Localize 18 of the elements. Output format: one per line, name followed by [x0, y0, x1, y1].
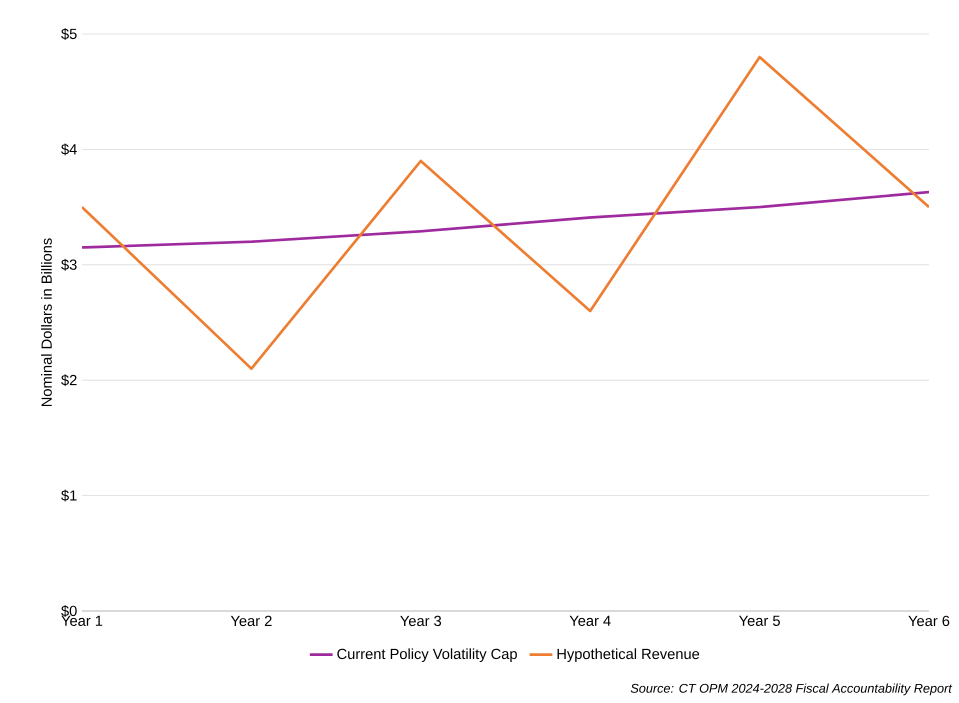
legend-label: Hypothetical Revenue: [558, 648, 700, 662]
legend-label: Current Policy Volatility Cap: [337, 648, 517, 662]
line-series: [82, 56, 930, 370]
line-series: [82, 190, 930, 249]
y-tick-label: $5: [61, 28, 77, 40]
y-tick-label: $3: [61, 258, 77, 271]
x-tick-label: Year 1: [61, 616, 102, 626]
x-tick-label: Year 3: [400, 616, 442, 626]
y-tick-label: $0: [61, 605, 77, 617]
y-axis-title: Nominal Dollars in Billions: [41, 238, 52, 406]
x-tick-label: Year 4: [570, 616, 611, 626]
x-tick-label: Year 6: [908, 616, 950, 626]
text: Source: CT OPM 2024-2028 Fiscal Accountability Report: [630, 683, 952, 696]
x-tick-label: Year 2: [230, 616, 272, 626]
y-tick-label: $1: [61, 490, 77, 502]
x-tick-label: Year 5: [738, 616, 780, 626]
y-tick-label: $4: [61, 143, 77, 156]
y-tick-label: $2: [61, 374, 77, 386]
